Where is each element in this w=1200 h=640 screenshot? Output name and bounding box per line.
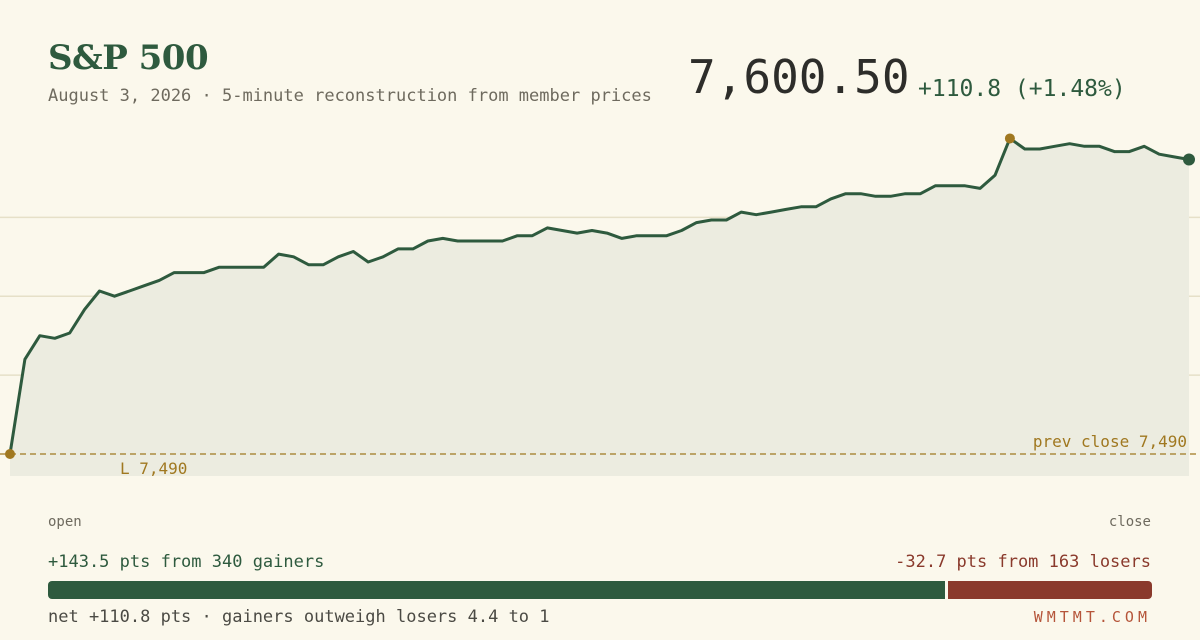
breadth-bar-gain <box>48 581 945 599</box>
page-title: S&P 500 <box>48 38 209 78</box>
price-line <box>8 136 1190 455</box>
breadth-bar-loss <box>947 581 1152 599</box>
net-summary: net +110.8 pts · gainers outweigh losers… <box>48 607 550 627</box>
prev-close-label: prev close 7,490 <box>1033 432 1187 451</box>
area-fill <box>10 138 1189 476</box>
x-axis-start-label: open <box>48 514 82 530</box>
index-price: 7,600.50 <box>688 50 910 104</box>
low-label: L 7,490 <box>120 459 187 478</box>
breadth-bar <box>48 581 1152 599</box>
price-change: +110.8 (+1.48%) <box>918 76 1126 102</box>
gainers-summary: +143.5 pts from 340 gainers <box>48 552 325 572</box>
losers-summary: -32.7 pts from 163 losers <box>895 552 1151 572</box>
breadth-bar-divider <box>944 581 948 599</box>
low-marker <box>5 449 15 459</box>
high-marker <box>1004 133 1015 144</box>
x-axis-end-label: close <box>1108 514 1151 530</box>
last-price-marker <box>1183 153 1195 166</box>
page-subtitle: August 3, 2026 · 5-minute reconstruction… <box>48 86 652 106</box>
brand-logo: WMTMT.COM <box>1033 608 1151 626</box>
